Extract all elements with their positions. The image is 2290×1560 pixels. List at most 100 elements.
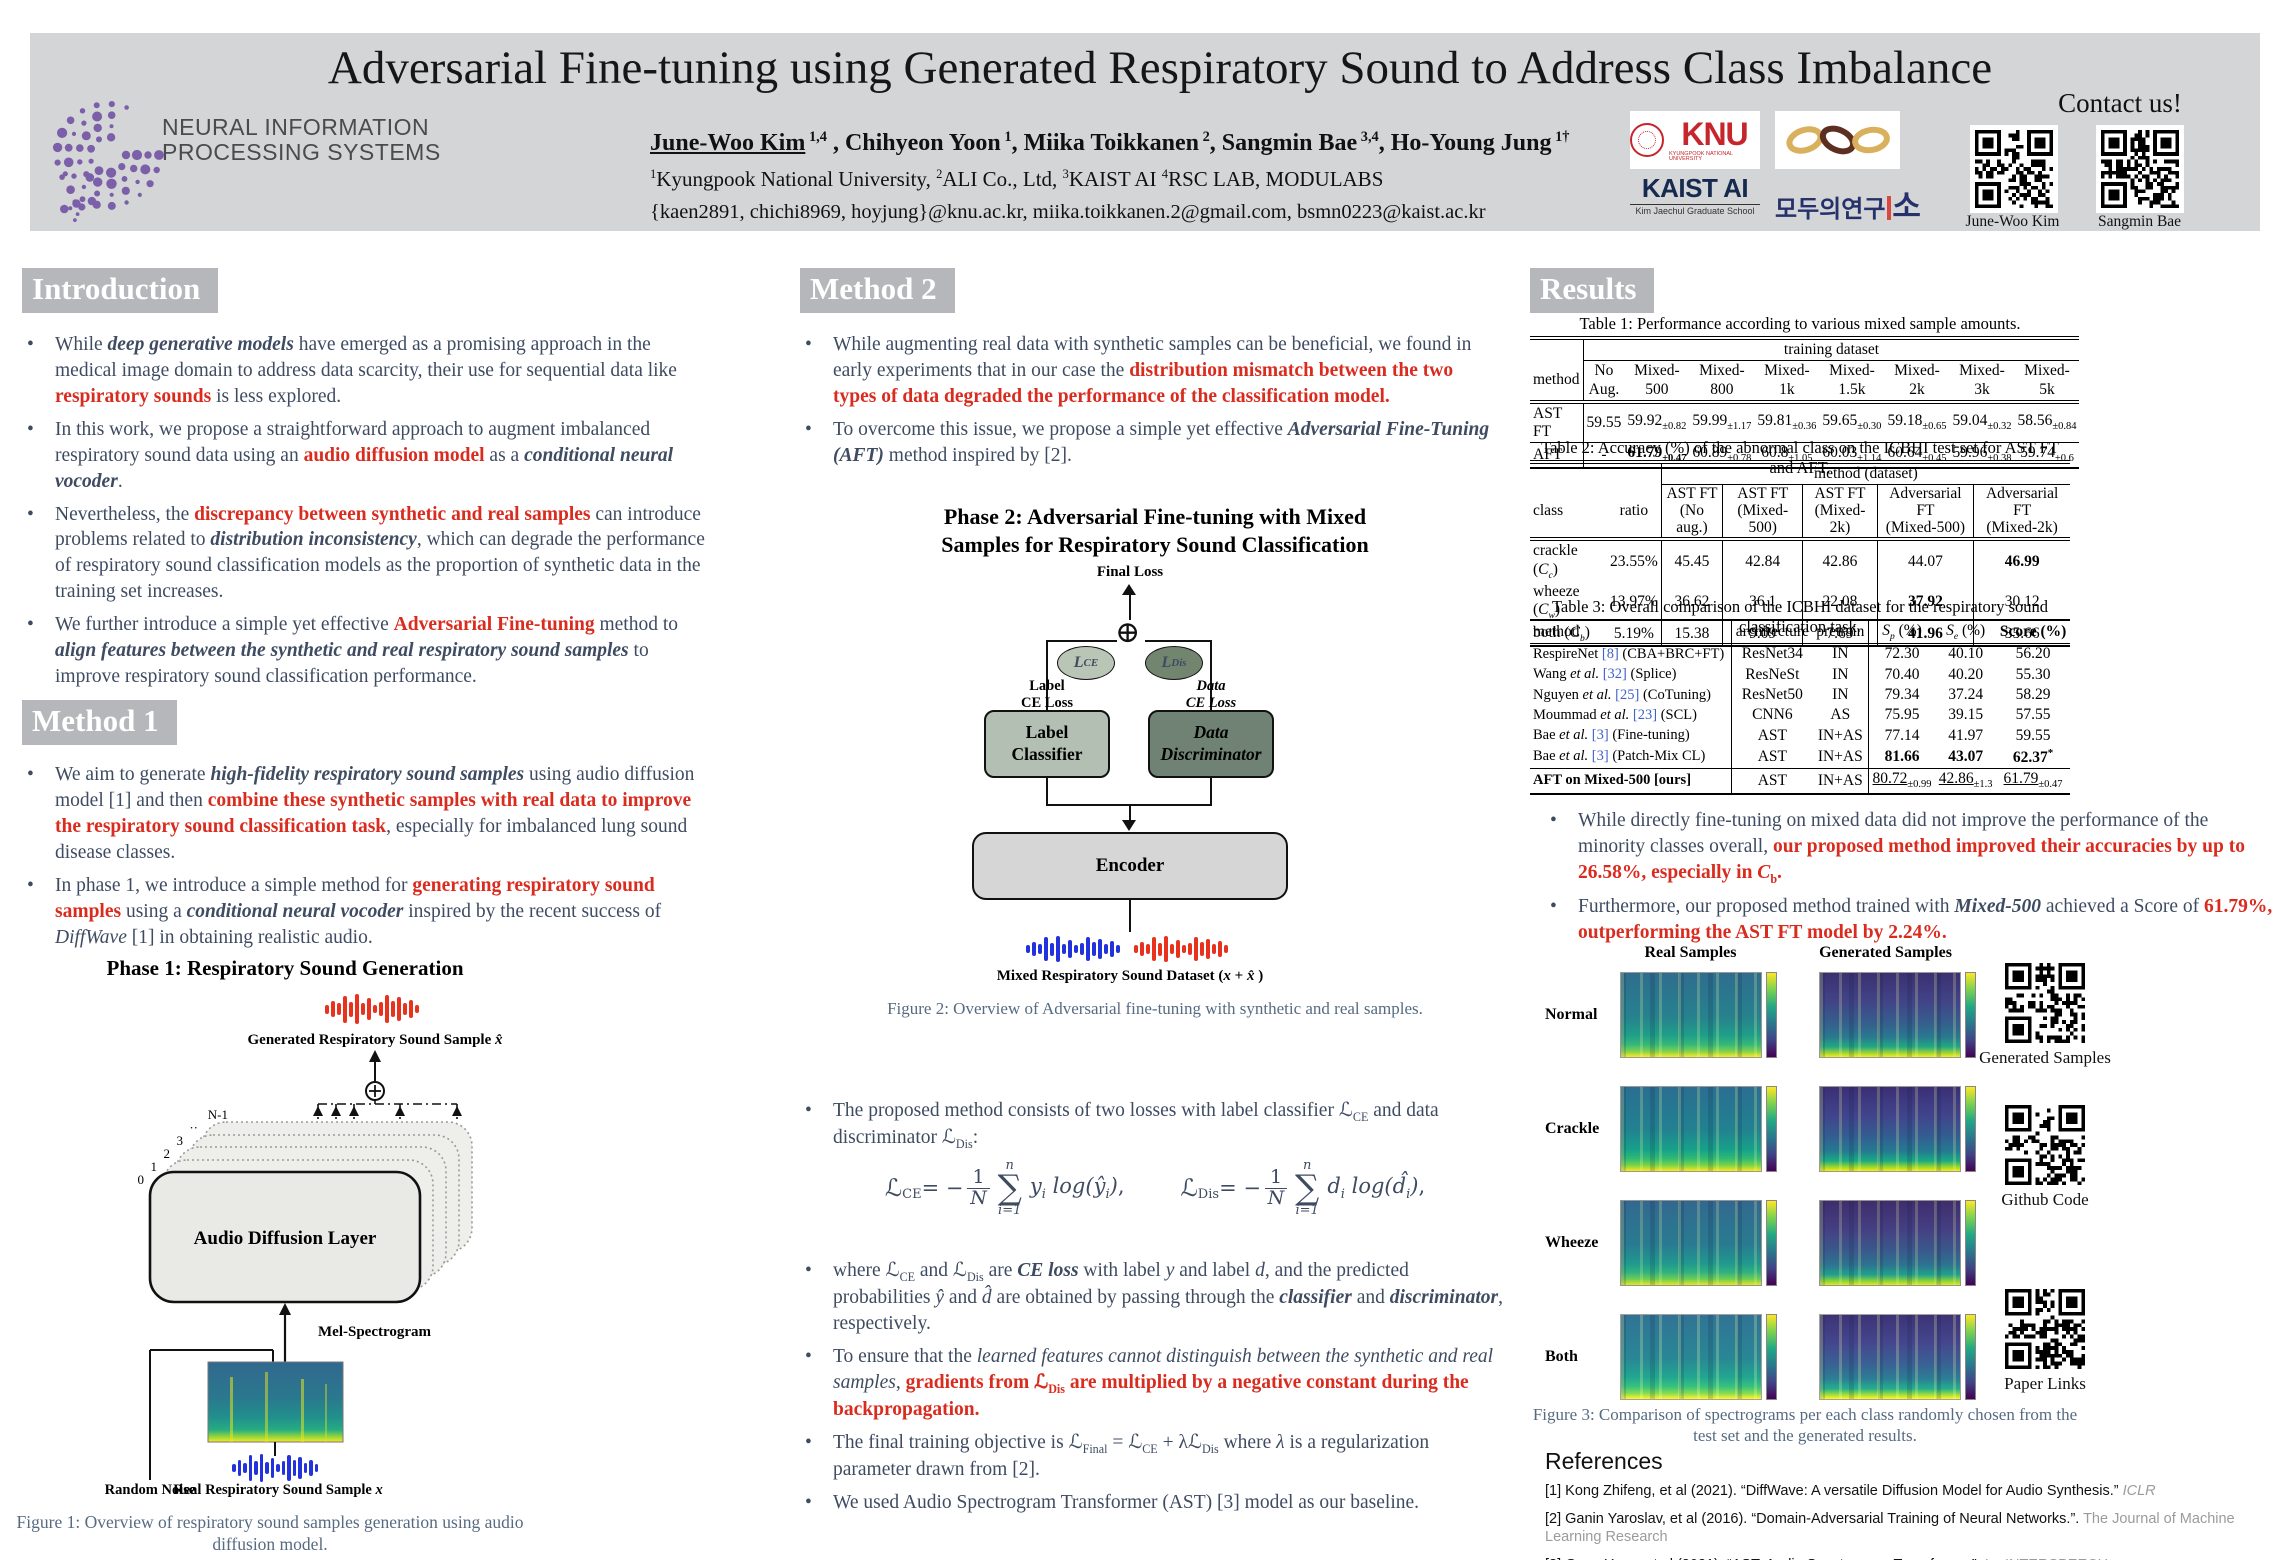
partner-chain-logo — [1775, 111, 1900, 169]
bullet-item: • We aim to generate high-fidelity respir… — [27, 764, 695, 863]
method2-bullets-bottom-1: • The proposed method consists of two los… — [800, 1098, 1510, 1159]
references: References [1] Kong Zhifeng, et al (2021… — [1545, 1448, 2285, 1560]
mixed-waveform-real-icon — [1026, 936, 1126, 962]
bullet-item: • While directly fine-tuning on mixed dat… — [1550, 810, 2245, 886]
phase2-title: Phase 2: Adversarial Fine-tuning with Mi… — [941, 504, 1369, 557]
qr-generated-samples — [2000, 958, 2090, 1048]
bullet-item: • where ℒCE and ℒDis are CE loss with lab… — [805, 1260, 1503, 1334]
method1-bullets: • We aim to generate high-fidelity respir… — [22, 762, 714, 957]
colorbar-icon — [1766, 972, 1777, 1058]
table3: method architecture pretrain Sp (%) Se (%) Sc… — [1530, 619, 2070, 795]
table1-caption: Table 1: Performance according to variou… — [1579, 314, 2021, 333]
references-title: References — [1545, 1448, 1663, 1474]
arrow-down-icon — [1122, 820, 1136, 831]
neurips-logo-icon — [52, 101, 164, 223]
section-results: Results — [1530, 268, 1655, 313]
table-row: RespireNet [8] (CBA+BRC+FT) ResNet34 IN 72.… — [1530, 643, 2070, 665]
generated-samples-header: Generated Samples — [1819, 944, 1952, 961]
introduction-bullets: • While deep generative models have emerg… — [22, 332, 714, 697]
data-ce-loss-label: Data CE Loss — [1185, 678, 1237, 712]
bullet-item: • We used Audio Spectrogram Transformer (… — [805, 1491, 1420, 1513]
knu-logo: KNU KYUNGPOOK NATIONAL UNIVERSITY — [1630, 111, 1760, 169]
real-samples-header: Real Samples — [1644, 944, 1737, 961]
spectrogram-row-label: Crackle — [1545, 1120, 1600, 1137]
colorbar-icon — [1766, 1200, 1777, 1286]
colorbar-icon — [1965, 1086, 1976, 1172]
method2-bullets-bottom-2: • where ℒCE and ℒDis are CE loss with lab… — [800, 1258, 1510, 1522]
chain-icon — [1785, 125, 1890, 155]
table-row: AST FT 59.55 59.92±0.82 59.99±1.17 59.81±0.3… — [1530, 401, 2079, 443]
mixed-dataset-label: Mixed Respiratory Sound Dataset (x + x̂ … — [996, 968, 1264, 984]
colorbar-icon — [1766, 1086, 1777, 1172]
layer-ellipsis: ·· — [189, 1120, 198, 1135]
figure2-caption: Figure 2: Overview of Adversarial fine-t… — [887, 999, 1423, 1018]
layer-index: 1 — [151, 1159, 158, 1174]
spectrogram-row: Crackle — [1545, 1086, 2018, 1172]
section-introduction: Introduction — [22, 268, 219, 313]
bullet-item: • Nevertheless, the discrepancy between s… — [27, 503, 705, 603]
table-row: crackle (Cc) 23.55% 45.45 42.84 42.86 44.07 46… — [1530, 539, 2070, 583]
spectrogram-row: Normal — [1545, 972, 2018, 1058]
table-row: AFT on Mixed-500 [ours] AST IN+AS 80.72±0.9… — [1530, 768, 2070, 794]
spectrogram-row-label: Normal — [1545, 1006, 1598, 1023]
spectrogram-wheeze-real — [1620, 1200, 1762, 1286]
neurips-logo-text: NEURAL INFORMATION PROCESSING SYSTEMS — [162, 114, 441, 166]
table-row: Wang et al. [32] (Splice) ResNeSt IN 70.40 4… — [1530, 664, 2070, 685]
table-row: wheeze (Cw) 13.97% 36.62 36.1 22.08 37.92 30.1… — [1533, 582, 2040, 623]
mixed-waveform-generated-icon — [1134, 936, 1234, 962]
phase2-diagram: Final Loss ⊕ L CE L Dis Label CE Loss Data C… — [800, 562, 1510, 1002]
label-ce-loss-label: Label CE Loss — [1021, 678, 1073, 712]
results-bullets: • While directly fine-tuning on mixed dat… — [1545, 808, 2280, 953]
spectrogram-wheeze-gen — [1819, 1200, 1961, 1286]
final-loss-label: Final Loss — [1096, 564, 1164, 580]
generated-sample-label: Generated Respiratory Sound Sample x̂ — [248, 1032, 504, 1048]
sum-node-icon: ⊕ — [1115, 616, 1141, 649]
diffusion-layer-stack — [148, 1121, 473, 1304]
bullet-item: • We further introduce a simple yet effec… — [27, 614, 679, 688]
colorbar-icon — [1965, 972, 1976, 1058]
ldis-loss-node: L Dis — [1145, 646, 1203, 680]
spectrogram-row: Both — [1545, 1314, 2018, 1400]
spectrogram-crackle-real — [1620, 1086, 1762, 1172]
bullet-item: • To ensure that the learned features can… — [805, 1345, 1494, 1420]
spectrogram-both-real — [1620, 1314, 1762, 1400]
bullet-item: • In this work, we propose a straightforw… — [27, 418, 674, 492]
qr-label-paper-links: Paper Links — [2004, 1374, 2086, 1393]
modulabs-logo: 모두의연구 소 — [1775, 189, 1921, 224]
mel-spectrogram-image — [207, 1361, 344, 1443]
table-row: Moummad et al. [23] (SCL) CNN6 AS 75.95 39.1… — [1530, 705, 2070, 726]
table-row: Nguyen et al. [25] (CoTuning) ResNet50 IN 7… — [1530, 684, 2070, 706]
spectrogram-both-gen — [1819, 1314, 1961, 1400]
arrow-up-icon — [1122, 584, 1136, 595]
section-method1: Method 1 — [22, 700, 177, 745]
bullet-item: • The proposed method consists of two los… — [805, 1100, 1439, 1151]
bullet-item: • To overcome this issue, we propose a si… — [805, 418, 1490, 466]
spectrogram-crackle-gen — [1819, 1086, 1961, 1172]
phase1-title: Phase 1: Respiratory Sound Generation — [106, 956, 464, 980]
figure1-caption: Figure 1: Overview of respiratory sound … — [16, 1512, 524, 1554]
real-waveform-icon — [232, 1454, 318, 1482]
qr-github-code — [2000, 1100, 2090, 1190]
reference-item: [3] Gong Yuan, et al (2021). “AST: Audio… — [1545, 1557, 2285, 1560]
emails: {kaen2891, chichi8969, hoyjung}@knu.ac.k… — [650, 201, 1486, 223]
qr-label-generated-samples: Generated Samples — [1979, 1048, 2111, 1067]
spectrogram-normal-gen — [1819, 972, 1961, 1058]
generated-waveform-icon — [325, 994, 425, 1024]
qr-label-github-code: Github Code — [2001, 1190, 2089, 1209]
header-band: Adversarial Fine-tuning using Generated … — [30, 33, 2260, 231]
colorbar-icon — [1965, 1314, 1976, 1400]
bullet-item: • In phase 1, we introduce a simple metho… — [27, 874, 662, 948]
qr-june-woo-kim — [1970, 125, 2058, 213]
qr-sangmin-bae — [2096, 125, 2184, 213]
encoder-box: Encoder — [972, 832, 1288, 900]
bullet-item: • Furthermore, our proposed method traine… — [1550, 895, 2273, 943]
mel-spectrogram-label: Mel-Spectrogram — [318, 1324, 432, 1340]
reference-item: [2] Ganin Yaroslav, et al (2016). “Domai… — [1545, 1511, 2235, 1545]
bullet-item: • While augmenting real data with synthet… — [805, 334, 1472, 407]
table-row: Bae et al. [3] (Patch-Mix CL) AST IN+AS 81.… — [1530, 745, 2070, 769]
affiliations: 1Kyungpook National University, 2ALI Co.… — [650, 167, 1384, 191]
random-noise-label: Random Noise — [105, 1482, 196, 1498]
poster-title: Adversarial Fine-tuning using Generated … — [327, 42, 1993, 94]
